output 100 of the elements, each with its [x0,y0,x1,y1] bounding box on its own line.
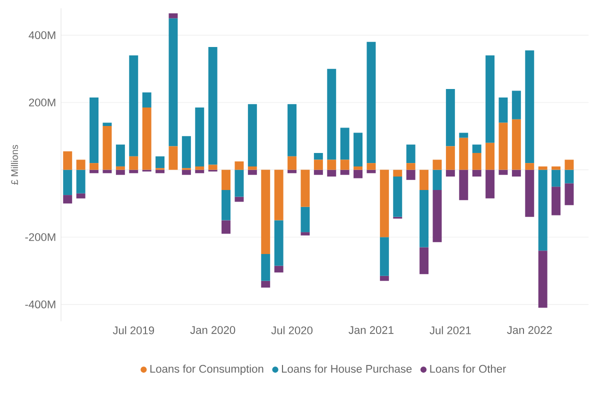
bar [420,247,429,274]
bar [538,250,548,308]
bar [366,163,376,170]
bar [208,164,218,170]
bar [420,190,429,248]
bar [393,170,402,177]
bar [300,206,310,232]
bar [525,170,534,217]
bar [314,160,323,170]
bar [76,170,86,194]
bar [222,220,231,234]
x-tick-label: Jan 2022 [507,326,552,334]
bar [564,160,574,170]
bar [142,92,152,108]
bar [446,170,455,177]
bar [234,170,244,197]
bar [564,183,574,206]
legend-label: Loans for Other [430,364,506,373]
bar [472,170,482,177]
bar [525,50,534,164]
bar [129,156,138,170]
y-tick-label: -200M [25,233,56,242]
bar [274,220,284,266]
bar [90,163,99,170]
bar [102,126,112,170]
bar [261,254,270,281]
bar [498,97,508,123]
bar [432,160,442,170]
bar [222,190,231,220]
bar [380,237,389,276]
bar [406,144,416,164]
bar [340,160,350,170]
bar [459,170,468,200]
bar [314,170,323,175]
bar [512,170,521,177]
bar [76,160,86,170]
bar [300,170,310,207]
bar [354,170,363,178]
x-tick-label: Jul 2019 [112,326,154,334]
bar [168,13,178,18]
bar [538,170,548,251]
bar [486,55,495,143]
bar [564,170,574,184]
y-tick-label: 200M [29,98,56,106]
bar [261,280,270,288]
bar [129,55,138,156]
bar [182,170,191,175]
bar [116,170,125,175]
bar [446,146,455,170]
x-tick-label: Jul 2020 [271,326,313,334]
bar [314,152,323,160]
bar [116,144,125,166]
bar [432,170,442,190]
bar [76,193,86,198]
legend-label: Loans for House Purchase [282,364,412,373]
bar [354,132,363,166]
bar [222,170,231,190]
x-tick-label: Jan 2020 [190,326,236,334]
bar [142,108,152,170]
bar [486,170,495,198]
bar [512,119,521,170]
bar [552,186,561,216]
bar [248,104,257,166]
bar [168,146,178,170]
bar [393,176,402,217]
bar [366,42,376,164]
bar [340,170,350,175]
bar [274,266,284,272]
bar [261,170,270,254]
bar [102,122,112,126]
bar [459,138,468,170]
bar [90,97,99,164]
bar [300,232,310,236]
bar [327,68,336,160]
bar [498,170,508,175]
bar [248,166,257,170]
bar [486,142,495,170]
bar [234,161,244,170]
y-tick-label: 400M [28,31,56,40]
bar [354,166,363,170]
bar [248,170,257,175]
bar [327,160,336,170]
bar [498,122,508,170]
bar [420,170,429,190]
bar [156,156,165,168]
y-axis-title: £ Millions [10,144,18,185]
bar [208,46,218,165]
bar [472,144,482,153]
bar [446,89,455,146]
legend-label: Loans for Consumption [150,364,264,375]
x-tick-label: Jan 2021 [348,326,394,334]
bar [432,190,442,242]
bar [195,108,204,166]
bar [340,128,350,160]
bar [512,90,521,120]
bar [288,104,297,156]
bar [63,151,72,170]
bar [459,132,468,138]
bar [116,166,125,170]
bar [380,170,389,238]
